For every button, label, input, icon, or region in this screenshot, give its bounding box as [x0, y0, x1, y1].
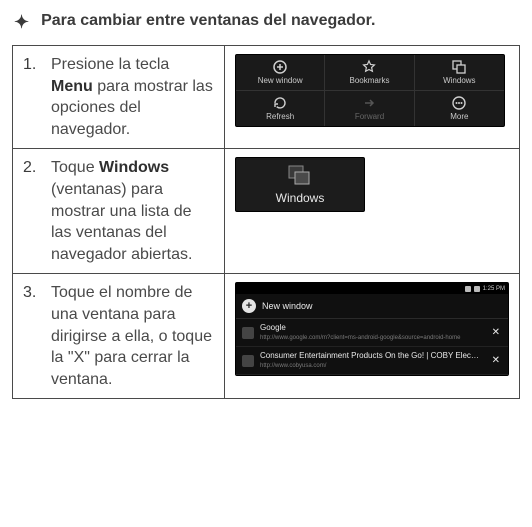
step-1-body: Presione la tecla Menu para mostrar las …	[51, 54, 214, 140]
tab-url: http://www.google.com/m?client=ms-androi…	[260, 334, 484, 342]
toolbar-windows-label: Windows	[443, 76, 475, 87]
toolbar-bookmarks[interactable]: Bookmarks	[325, 55, 414, 91]
plus-circle-icon	[272, 59, 288, 75]
step-1-image-cell: New window Bookmarks Windows Refresh For…	[225, 46, 520, 149]
toolbar-more-label: More	[450, 112, 468, 123]
toolbar-bookmarks-label: Bookmarks	[349, 76, 389, 87]
close-icon[interactable]: ✕	[490, 326, 502, 340]
windows-button-label: Windows	[276, 190, 325, 206]
toolbar-new-window[interactable]: New window	[236, 55, 325, 91]
toolbar-forward-label: Forward	[355, 112, 384, 123]
star-icon	[361, 59, 377, 75]
step-1-text-cell: 1. Presione la tecla Menu para mostrar l…	[13, 46, 225, 149]
step-2-number: 2.	[23, 157, 41, 265]
step-2-image-cell: Windows	[225, 149, 520, 274]
window-list-item[interactable]: Google http://www.google.com/m?client=ms…	[236, 319, 508, 347]
toolbar-new-window-label: New window	[258, 76, 303, 87]
step-1-pre: Presione la tecla	[51, 56, 169, 73]
status-signal-icon	[465, 286, 471, 292]
plus-icon: +	[242, 299, 256, 313]
status-bar: 1:25 PM	[236, 283, 508, 294]
forward-icon	[361, 95, 377, 111]
step-2-body: Toque Windows (ventanas) para mostrar un…	[51, 157, 214, 265]
step-3-image-cell: 1:25 PM + New window Google http://www.g…	[225, 274, 520, 399]
browser-window-list: 1:25 PM + New window Google http://www.g…	[235, 282, 509, 376]
close-icon[interactable]: ✕	[490, 354, 502, 368]
windows-icon	[286, 164, 314, 188]
step-3-text-cell: 3. Toque el nombre de una ventana para d…	[13, 274, 225, 399]
step-1-number: 1.	[23, 54, 41, 140]
favicon-icon	[242, 327, 254, 339]
toolbar-refresh[interactable]: Refresh	[236, 91, 325, 126]
tab-title: Google	[260, 323, 484, 334]
step-2-pre: Toque	[51, 159, 99, 176]
status-time: 1:25 PM	[483, 285, 505, 293]
steps-table: 1. Presione la tecla Menu para mostrar l…	[12, 45, 520, 399]
windows-button[interactable]: Windows	[235, 157, 365, 211]
window-list-item[interactable]: Consumer Entertainment Products On the G…	[236, 347, 508, 375]
favicon-icon	[242, 355, 254, 367]
windows-icon	[451, 59, 467, 75]
step-3-text: Toque el nombre de una ventana para diri…	[51, 284, 212, 387]
tab-title: Consumer Entertainment Products On the G…	[260, 351, 484, 362]
more-icon	[451, 95, 467, 111]
step-2-bold: Windows	[99, 159, 169, 176]
toolbar-more[interactable]: More	[415, 91, 504, 126]
new-window-row[interactable]: + New window	[236, 294, 508, 319]
tab-url: http://www.cobyusa.com/	[260, 362, 484, 370]
browser-menu-toolbar: New window Bookmarks Windows Refresh For…	[235, 54, 505, 127]
heading-bullet-icon: ✦	[14, 13, 29, 31]
toolbar-refresh-label: Refresh	[266, 112, 294, 123]
refresh-icon	[272, 95, 288, 111]
heading-text: Para cambiar entre ventanas del navegado…	[41, 12, 375, 30]
toolbar-windows[interactable]: Windows	[415, 55, 504, 91]
new-window-label: New window	[262, 300, 313, 312]
status-battery-icon	[474, 286, 480, 292]
step-2-text-cell: 2. Toque Windows (ventanas) para mostrar…	[13, 149, 225, 274]
step-3-number: 3.	[23, 282, 41, 390]
step-3-body: Toque el nombre de una ventana para diri…	[51, 282, 214, 390]
step-2-post: (ventanas) para mostrar una lista de las…	[51, 181, 192, 263]
step-1-bold: Menu	[51, 78, 93, 95]
toolbar-forward: Forward	[325, 91, 414, 126]
section-heading: ✦ Para cambiar entre ventanas del navega…	[12, 12, 520, 31]
